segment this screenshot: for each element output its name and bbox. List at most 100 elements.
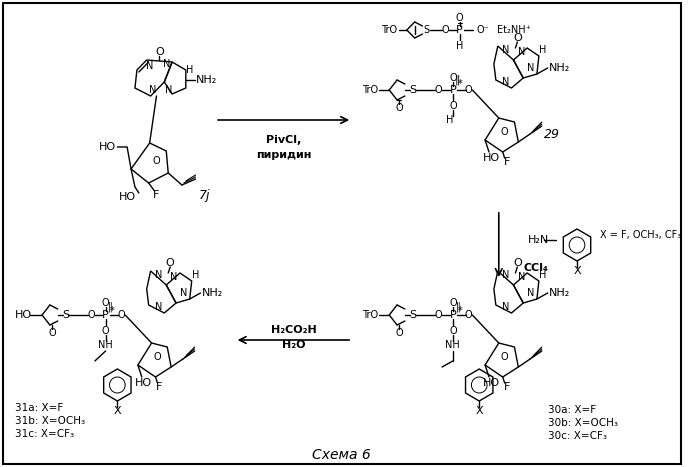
Text: S: S — [424, 25, 429, 35]
Text: H₂O: H₂O — [282, 340, 305, 350]
Text: N: N — [517, 272, 525, 282]
Text: NH₂: NH₂ — [201, 288, 223, 298]
Text: N: N — [171, 272, 178, 282]
Text: ‖: ‖ — [455, 302, 460, 312]
Text: 29: 29 — [544, 127, 560, 141]
Text: 31c: X=CF₃: 31c: X=CF₃ — [15, 429, 74, 439]
Text: O: O — [513, 258, 521, 268]
Text: N: N — [149, 85, 157, 95]
Text: NH₂: NH₂ — [196, 75, 217, 85]
Text: *: * — [110, 306, 115, 316]
Text: F: F — [157, 382, 163, 392]
Text: пиридин: пиридин — [256, 150, 311, 160]
Text: NH: NH — [99, 340, 113, 350]
Text: H: H — [446, 115, 454, 125]
Text: O: O — [155, 47, 164, 57]
Text: TrO: TrO — [362, 85, 378, 95]
Text: HO: HO — [135, 378, 152, 388]
Text: O: O — [501, 127, 508, 137]
Text: H: H — [192, 270, 199, 280]
Text: S: S — [409, 85, 417, 95]
Text: ‖: ‖ — [108, 302, 113, 312]
Text: N: N — [502, 302, 510, 312]
Text: 30a: X=F: 30a: X=F — [548, 405, 596, 415]
Text: N: N — [163, 59, 170, 69]
Text: F: F — [503, 157, 510, 167]
Text: O: O — [395, 103, 403, 113]
Text: 7j: 7j — [199, 189, 210, 201]
Text: N: N — [517, 47, 525, 57]
Text: HO: HO — [15, 310, 31, 320]
Text: NH: NH — [445, 340, 460, 350]
Text: HO: HO — [482, 153, 500, 163]
Text: NH₂: NH₂ — [549, 63, 570, 73]
Text: O: O — [434, 85, 442, 95]
Text: X = F, OCH₃, CF₃: X = F, OCH₃, CF₃ — [600, 230, 682, 240]
Text: O: O — [395, 328, 403, 338]
Text: N: N — [527, 63, 535, 73]
Text: H₂CO₂H: H₂CO₂H — [271, 325, 316, 335]
Text: O: O — [117, 310, 125, 320]
Text: H₂N: H₂N — [528, 235, 549, 245]
Text: O: O — [48, 328, 56, 338]
Text: F: F — [503, 382, 510, 392]
Text: 31a: X=F: 31a: X=F — [15, 403, 63, 413]
Text: P: P — [449, 310, 456, 320]
Text: HO: HO — [99, 142, 116, 152]
Text: F: F — [153, 190, 159, 200]
Text: N: N — [146, 61, 153, 71]
Text: O: O — [449, 73, 456, 83]
Text: H: H — [539, 45, 546, 55]
Text: P: P — [449, 85, 456, 95]
Text: O: O — [102, 298, 110, 308]
Text: S: S — [409, 310, 417, 320]
Text: NH₂: NH₂ — [549, 288, 570, 298]
Text: O: O — [501, 352, 508, 362]
Text: CCl₄: CCl₄ — [524, 263, 548, 273]
Text: O⁻: O⁻ — [477, 25, 489, 35]
Text: Et₂NH⁺: Et₂NH⁺ — [497, 25, 531, 35]
Text: X: X — [475, 406, 483, 416]
Text: N: N — [527, 288, 535, 298]
Text: O: O — [456, 13, 463, 23]
Text: 30b: X=OCH₃: 30b: X=OCH₃ — [548, 418, 618, 428]
Text: N: N — [154, 302, 162, 312]
Text: O: O — [434, 310, 442, 320]
Text: *: * — [457, 79, 462, 89]
Text: P: P — [102, 310, 109, 320]
Text: O: O — [166, 258, 175, 268]
Text: S: S — [62, 310, 69, 320]
Text: TrO: TrO — [362, 310, 378, 320]
Text: N: N — [502, 270, 510, 280]
Text: N: N — [180, 288, 187, 298]
Text: *: * — [457, 306, 462, 316]
Text: O: O — [441, 25, 449, 35]
Text: O: O — [513, 33, 521, 43]
Text: O: O — [449, 298, 456, 308]
Text: ‖: ‖ — [455, 75, 461, 85]
Text: O: O — [154, 352, 161, 362]
Text: X: X — [573, 266, 581, 276]
Text: Схема 6: Схема 6 — [312, 448, 370, 462]
Text: HO: HO — [119, 192, 136, 202]
Text: H: H — [456, 41, 463, 51]
Text: HO: HO — [482, 378, 500, 388]
Text: O: O — [465, 85, 473, 95]
Text: N: N — [154, 270, 162, 280]
Text: X: X — [113, 406, 121, 416]
Text: P: P — [456, 25, 463, 35]
Text: O: O — [449, 326, 456, 336]
Text: H: H — [539, 270, 546, 280]
Text: H: H — [186, 65, 193, 75]
Text: PivCl,: PivCl, — [266, 135, 301, 145]
Text: N: N — [502, 77, 510, 87]
Text: 30c: X=CF₃: 30c: X=CF₃ — [548, 431, 607, 441]
Text: 31b: X=OCH₃: 31b: X=OCH₃ — [15, 416, 85, 426]
Text: TrO: TrO — [382, 25, 398, 35]
Text: O: O — [102, 326, 110, 336]
Text: N: N — [164, 85, 172, 95]
Text: N: N — [502, 45, 510, 55]
Text: O: O — [87, 310, 95, 320]
Text: O: O — [152, 156, 160, 166]
Text: O: O — [449, 101, 456, 111]
